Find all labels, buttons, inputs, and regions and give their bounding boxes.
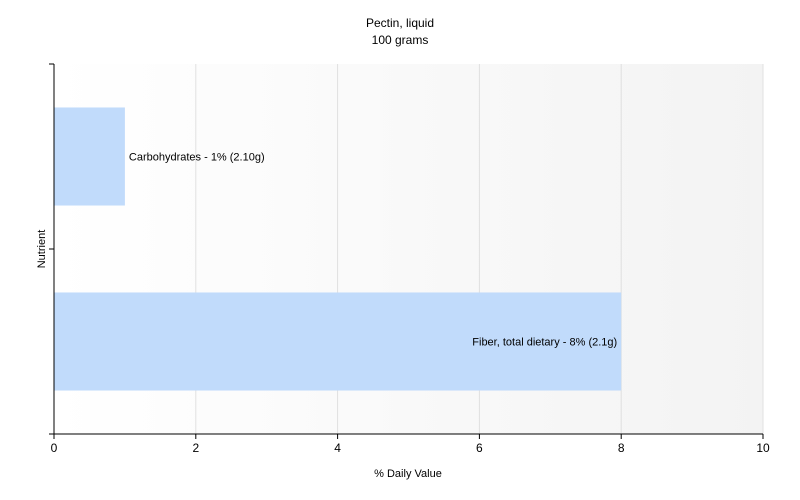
x-axis-label: % Daily Value [374,468,442,480]
bar [54,107,125,206]
bar-label: Fiber, total dietary - 8% (2.1g) [472,337,617,349]
x-tick-label: 6 [476,441,483,455]
x-tick-label: 0 [51,441,58,455]
chart-title: Pectin, liquid [366,16,434,30]
x-tick-label: 2 [192,441,199,455]
chart-subtitle: 100 grams [372,33,429,47]
y-axis-label: Nutrient [36,230,48,269]
bar-labels: Carbohydrates - 1% (2.10g) Fiber, total d… [129,152,617,349]
x-tick-label: 10 [756,441,770,455]
tick-labels: 0 2 4 6 8 10 [51,441,770,455]
x-tick-label: 8 [618,441,625,455]
bar-label: Carbohydrates - 1% (2.10g) [129,152,265,164]
bars [54,107,622,391]
x-tick-label: 4 [334,441,341,455]
axes [49,63,764,439]
bar [54,292,622,391]
